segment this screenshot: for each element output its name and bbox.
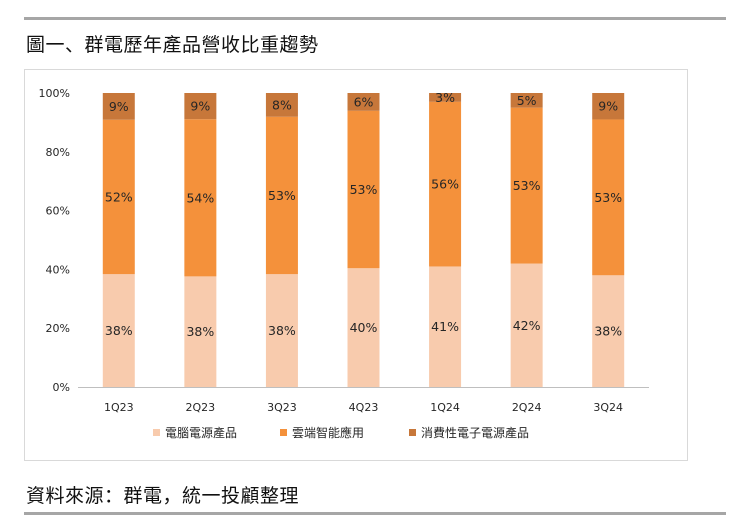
bar-segment xyxy=(102,93,135,120)
data-label: 6% xyxy=(354,94,374,109)
stacked-bar-chart: 0% 20% 40% 60% 80% 100% 38% 52% 9% 38% 54% 9% 38% 53… xyxy=(39,87,649,440)
data-label: 9% xyxy=(109,99,129,114)
legend-swatch xyxy=(409,429,416,436)
bar-segment xyxy=(592,119,625,276)
data-label: 9% xyxy=(190,99,210,114)
bar-segment xyxy=(510,93,543,108)
data-label: 9% xyxy=(598,99,618,114)
legend-label: 雲端智能應用 xyxy=(292,425,364,440)
x-tick-label: 3Q24 xyxy=(593,401,623,414)
x-tick-label: 4Q23 xyxy=(349,401,379,414)
bar-segment xyxy=(347,93,380,111)
x-tick-label: 3Q23 xyxy=(267,401,297,414)
bar-segment xyxy=(510,107,543,264)
y-axis: 0% 20% 40% 60% 80% 100% xyxy=(39,87,70,394)
legend-swatch xyxy=(153,429,160,436)
x-tick-label: 2Q24 xyxy=(512,401,542,414)
bar-segment xyxy=(592,93,625,120)
bar-segment xyxy=(347,268,380,387)
figure-title: 圖一、群電歷年產品營收比重趨勢 xyxy=(26,34,319,56)
bar-segment xyxy=(184,93,217,120)
data-label: 53% xyxy=(513,178,541,193)
data-label: 54% xyxy=(186,190,214,205)
x-tick-label: 1Q24 xyxy=(430,401,460,414)
bar-segment xyxy=(102,119,135,275)
bar-segment xyxy=(510,263,543,387)
data-labels-group: 38% 52% 9% 38% 54% 9% 38% 53% 8% 40% 53% 6% 41% 56% 3%… xyxy=(105,90,622,339)
bar-segment xyxy=(429,93,462,102)
bottom-rule xyxy=(24,512,726,515)
data-label: 5% xyxy=(517,93,537,108)
data-label: 53% xyxy=(268,188,296,203)
top-rule xyxy=(24,17,726,20)
y-tick-label: 60% xyxy=(46,205,70,218)
legend-swatch xyxy=(280,429,287,436)
data-label: 53% xyxy=(350,182,378,197)
data-label: 40% xyxy=(350,320,378,335)
data-label: 52% xyxy=(105,189,133,204)
data-label: 3% xyxy=(435,90,455,105)
data-label: 8% xyxy=(272,97,292,112)
data-label: 56% xyxy=(431,177,459,192)
data-label: 41% xyxy=(431,319,459,334)
y-tick-label: 40% xyxy=(46,263,70,276)
bar-segment xyxy=(429,266,462,387)
bar-segment xyxy=(184,276,217,387)
y-tick-label: 100% xyxy=(39,87,70,100)
data-label: 38% xyxy=(186,324,214,339)
bar-segment xyxy=(347,110,380,269)
y-tick-label: 0% xyxy=(53,381,70,394)
bars-group xyxy=(102,93,625,387)
chart-container: 0% 20% 40% 60% 80% 100% 38% 52% 9% 38% 54% 9% 38% 53… xyxy=(24,69,688,461)
bar-segment xyxy=(265,93,298,117)
data-label: 38% xyxy=(268,323,296,338)
x-axis: 1Q23 2Q23 3Q23 4Q23 1Q24 2Q24 3Q24 xyxy=(78,387,649,414)
legend-label: 消費性電子電源產品 xyxy=(421,425,529,440)
source-note: 資料來源：群電，統一投顧整理 xyxy=(26,485,300,507)
bar-segment xyxy=(265,274,298,387)
data-label: 42% xyxy=(513,318,541,333)
bar-segment xyxy=(592,275,625,387)
x-tick-label: 2Q23 xyxy=(186,401,216,414)
y-tick-label: 20% xyxy=(46,322,70,335)
legend-label: 電腦電源產品 xyxy=(165,425,237,440)
bar-segment xyxy=(429,101,462,267)
data-label: 38% xyxy=(105,323,133,338)
legend: 電腦電源產品 雲端智能應用 消費性電子電源產品 xyxy=(153,425,529,440)
bar-segment xyxy=(184,119,217,277)
data-label: 53% xyxy=(594,190,622,205)
x-tick-label: 1Q23 xyxy=(104,401,134,414)
data-label: 38% xyxy=(594,324,622,339)
bar-segment xyxy=(102,274,135,387)
y-tick-label: 80% xyxy=(46,146,70,159)
bar-segment xyxy=(265,116,298,275)
